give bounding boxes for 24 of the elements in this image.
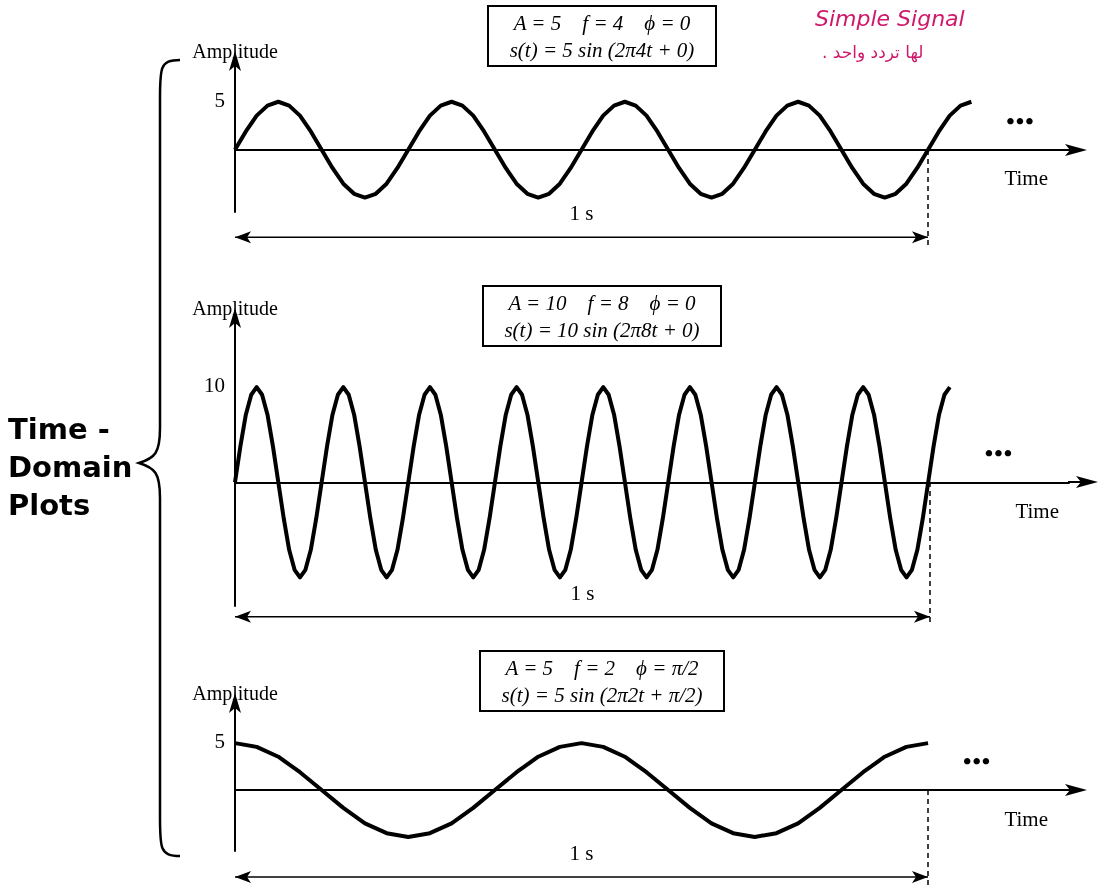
x-axis-title: Time [1004, 806, 1048, 831]
text: 1 s [569, 581, 596, 606]
x-axis-title: Time [1004, 166, 1048, 191]
y-axis-title: Amplitude [192, 682, 278, 705]
x-axis-title: Time [1015, 498, 1059, 523]
annotation: ••• [984, 440, 1014, 468]
chart-subtitle: s(t) = 10 sin (2π8t + 0) [504, 317, 700, 342]
text: 5 [214, 87, 225, 113]
chart-title: A = 10 f = 8 ϕ = 0 [506, 290, 697, 315]
text: Simple Signal [815, 6, 965, 31]
annotation: ••• [1006, 107, 1035, 135]
text: لها تردد واحد . [822, 42, 924, 62]
text: Time - Domain Plots [8, 411, 133, 524]
y-axis-title: Amplitude [192, 40, 278, 63]
annotation: ••• [963, 748, 992, 776]
text: 1 s [568, 201, 595, 226]
y-axis-title: Amplitude [192, 297, 278, 320]
chart-title: A = 5 f = 2 ϕ = π/2 [503, 655, 699, 680]
text: 5 [214, 729, 225, 755]
text: 10 [204, 373, 225, 399]
text: 1 s [568, 841, 595, 866]
chart-subtitle: s(t) = 5 sin (2π4t + 0) [509, 37, 695, 62]
chart-title: A = 5 f = 4 ϕ = 0 [511, 10, 691, 35]
chart-subtitle: s(t) = 5 sin (2π2t + π/2) [501, 682, 703, 707]
